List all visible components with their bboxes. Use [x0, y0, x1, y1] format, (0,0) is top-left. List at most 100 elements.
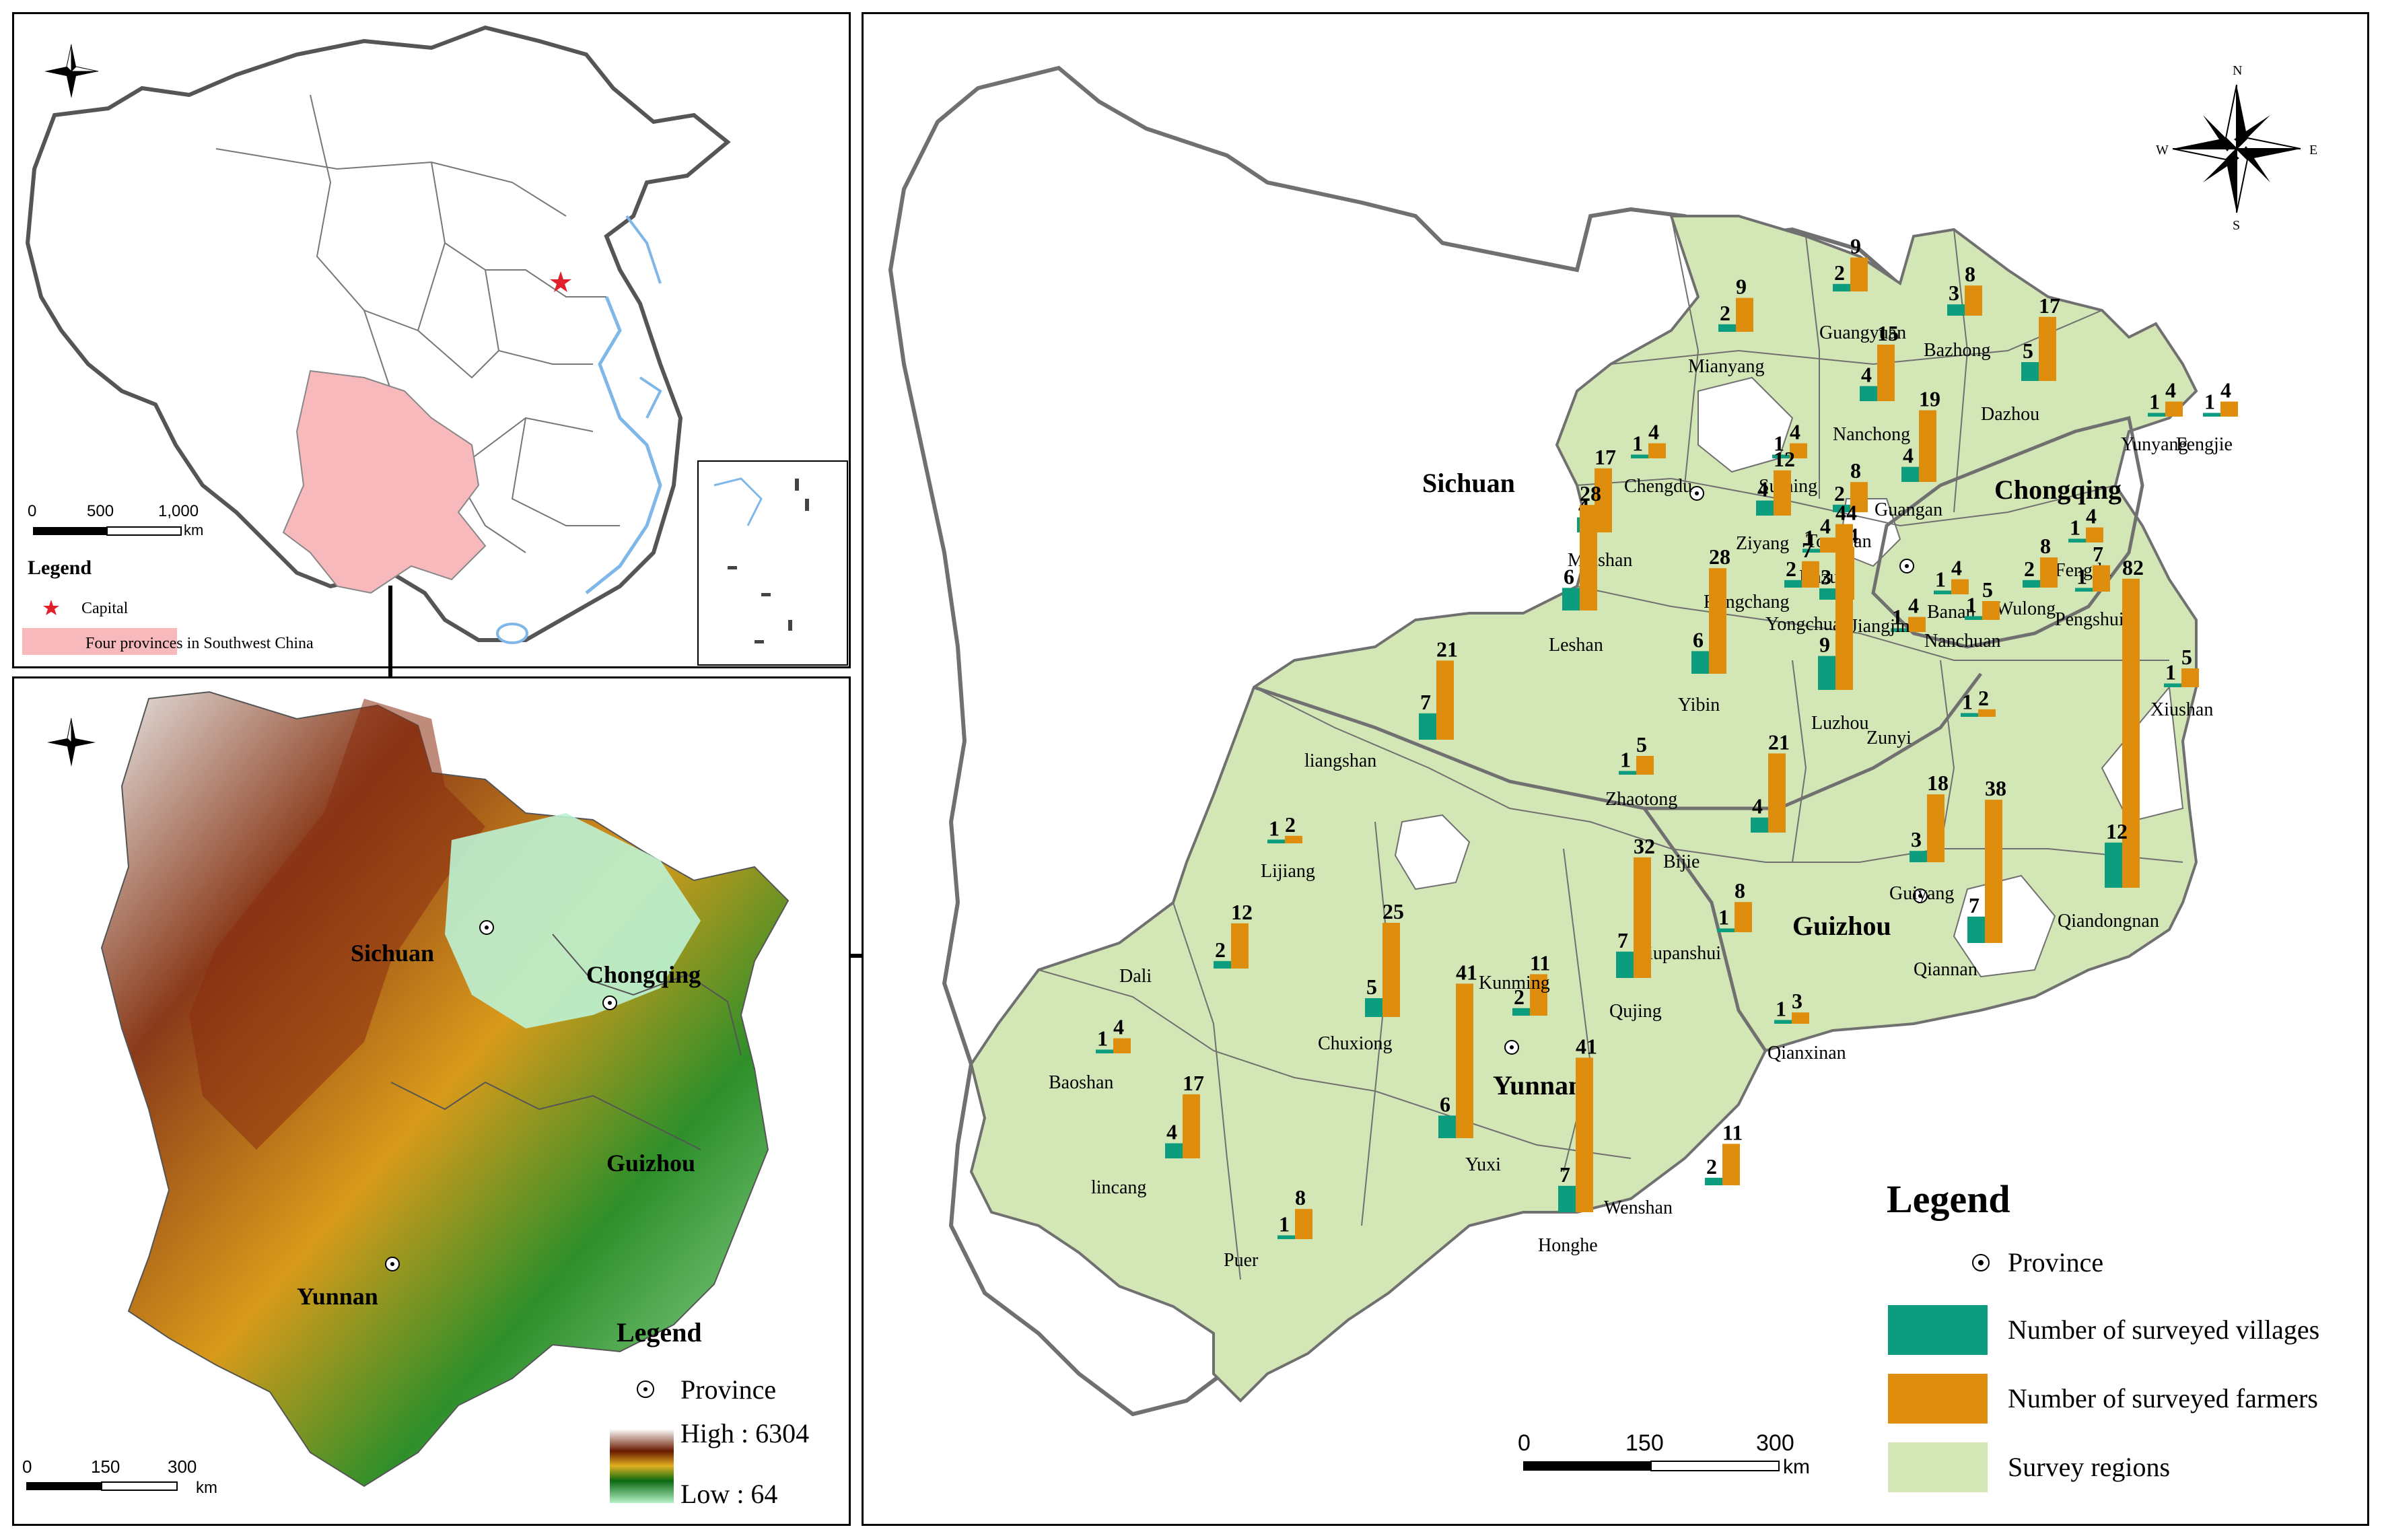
- farmers-value-label: 9: [1850, 234, 1861, 258]
- farmers-bar: [1736, 298, 1753, 332]
- farmers-value-label: 17: [2039, 293, 2060, 318]
- farmers-bar: [1850, 482, 1868, 512]
- compass-small-icon: [44, 44, 99, 98]
- elev-legend-province-label: Province: [680, 1374, 776, 1405]
- farmers-value-label: 9: [1736, 275, 1747, 299]
- region-name-label: Fengjie: [2176, 434, 2233, 455]
- farmers-bar: [1790, 443, 1807, 458]
- region-bar-group: 7 21 liangshan: [1304, 637, 1458, 771]
- region-name-label: Yibin: [1678, 695, 1720, 715]
- region-bar-group: 15 Xiushan: [2150, 645, 2213, 720]
- elev-legend-title: Legend: [617, 1317, 702, 1348]
- region-bar-group: 18 Puer: [1224, 1185, 1312, 1271]
- elev-legend-high: High : 6304: [680, 1418, 809, 1448]
- villages-value-label: 7: [1420, 690, 1431, 714]
- farmers-bar: [1792, 1012, 1809, 1024]
- farmers-bar: [1285, 835, 1302, 843]
- villages-bar: [2023, 580, 2040, 588]
- villages-bar: [2075, 588, 2093, 592]
- region-name-label: Luzhou: [1811, 713, 1869, 734]
- legend-villages-label: Number of surveyed villages: [2008, 1315, 2319, 1345]
- region-bar-group: 15 Nanchuan: [1924, 578, 2001, 652]
- farmers-bar: [2093, 565, 2110, 592]
- region-name-label: Guangyuan: [1819, 322, 1906, 343]
- villages-value-label: 1: [1892, 604, 1903, 629]
- legend-villages-swatch: [1888, 1305, 1988, 1355]
- survey-map: N S E W Sichuan Chongqing Guizhou Yunnan…: [888, 63, 2319, 1492]
- region-bar-group: 4 19 Guangan: [1875, 387, 1942, 520]
- villages-bar: [1691, 651, 1709, 674]
- villages-value-label: 2: [1514, 985, 1525, 1009]
- region-bar-group: 6 28 Yibin: [1678, 545, 1730, 715]
- elev-scale-150: 150: [91, 1457, 120, 1477]
- villages-bar: [2203, 413, 2220, 417]
- region-bar-group: 7 32 Qujing: [1609, 834, 1662, 1022]
- region-name-label: Dali: [1119, 966, 1152, 987]
- farmers-bar: [2122, 578, 2140, 888]
- farmers-bar: [1802, 561, 1819, 588]
- region-bar-group: 4 21 Bijie: [1663, 730, 1790, 872]
- region-bar-group: 3 18 Guiyang: [1889, 771, 1954, 904]
- farmers-bar: [1634, 857, 1651, 978]
- farmers-value-label: 18: [1927, 771, 1949, 795]
- villages-bar: [1802, 549, 1820, 553]
- villages-value-label: 3: [1911, 827, 1922, 851]
- villages-value-label: 2: [1834, 260, 1845, 285]
- villages-bar: [1562, 588, 1580, 610]
- villages-value-label: 7: [1617, 928, 1628, 952]
- elevation-panel: Sichuan Chongqing Guizhou Yunnan Legend …: [12, 676, 851, 1526]
- scale-unit: km: [184, 522, 203, 538]
- region-name-label: Bazhong: [1924, 340, 1991, 361]
- villages-value-label: 6: [1693, 627, 1704, 652]
- region-bar-group: 17 Pengshui: [2055, 542, 2124, 630]
- legend-regions-swatch: [1888, 1442, 1988, 1492]
- farmers-bar: [2181, 668, 2199, 687]
- compass-s: S: [2233, 218, 2240, 233]
- elev-label-guizhou: Guizhou: [606, 1150, 695, 1177]
- main-label-chongqing: Chongqing: [1994, 475, 2122, 505]
- farmers-value-label: 38: [1985, 776, 2006, 800]
- villages-value-label: 6: [1440, 1092, 1450, 1116]
- farmers-bar: [2220, 401, 2238, 417]
- villages-value-label: 4: [1757, 477, 1768, 501]
- villages-value-label: 1: [1962, 689, 1973, 713]
- villages-bar: [2105, 842, 2122, 888]
- farmers-value-label: 4: [2086, 504, 2097, 528]
- villages-value-label: 1: [2076, 564, 2087, 588]
- region-bar-group: 1 3 Qianxinan: [1767, 989, 1846, 1063]
- villages-bar: [1616, 951, 1634, 978]
- region-bar-group: 1 2 Zunyi: [1866, 686, 1996, 748]
- farmers-bar: [1722, 1144, 1740, 1185]
- villages-value-label: 1: [1935, 567, 1946, 591]
- villages-value-label: 1: [1718, 905, 1729, 929]
- region-bar-group: 1 4 Yunyang: [2121, 378, 2188, 455]
- china-outline: [25, 25, 731, 642]
- villages-value-label: 2: [1720, 301, 1730, 325]
- region-name-label: Meishan: [1568, 550, 1632, 571]
- main-scale-unit: km: [1783, 1456, 1810, 1478]
- southwest-highlight: [282, 370, 487, 594]
- villages-bar: [1833, 283, 1850, 291]
- region-bar-group: 212 Dali: [1119, 900, 1253, 987]
- farmers-bar: [1978, 709, 1996, 717]
- farmers-value-label: 11: [1722, 1120, 1743, 1144]
- villages-bar: [1419, 713, 1436, 740]
- villages-value-label: 7: [1560, 1162, 1570, 1187]
- region-name-label: liangshan: [1304, 750, 1376, 771]
- compass-elevation-icon: [47, 718, 96, 767]
- villages-value-label: 4: [1903, 444, 1914, 468]
- legend-capital-label: Capital: [81, 600, 129, 617]
- farmers-bar: [1648, 443, 1666, 458]
- farmers-value-label: 41: [1456, 960, 1477, 984]
- region-bar-group: 28 Wulong: [1996, 534, 2058, 619]
- farmers-value-label: 4: [1951, 556, 1962, 580]
- farmers-bar: [1636, 756, 1654, 775]
- region-bar-group: 1 4 Baoshan: [1049, 1015, 1131, 1093]
- villages-bar: [1096, 1049, 1113, 1053]
- villages-bar: [2021, 362, 2039, 381]
- villages-value-label: 2: [1706, 1154, 1717, 1179]
- villages-bar: [1277, 1235, 1295, 1239]
- villages-bar: [1705, 1177, 1722, 1185]
- farmers-value-label: 28: [1709, 545, 1730, 569]
